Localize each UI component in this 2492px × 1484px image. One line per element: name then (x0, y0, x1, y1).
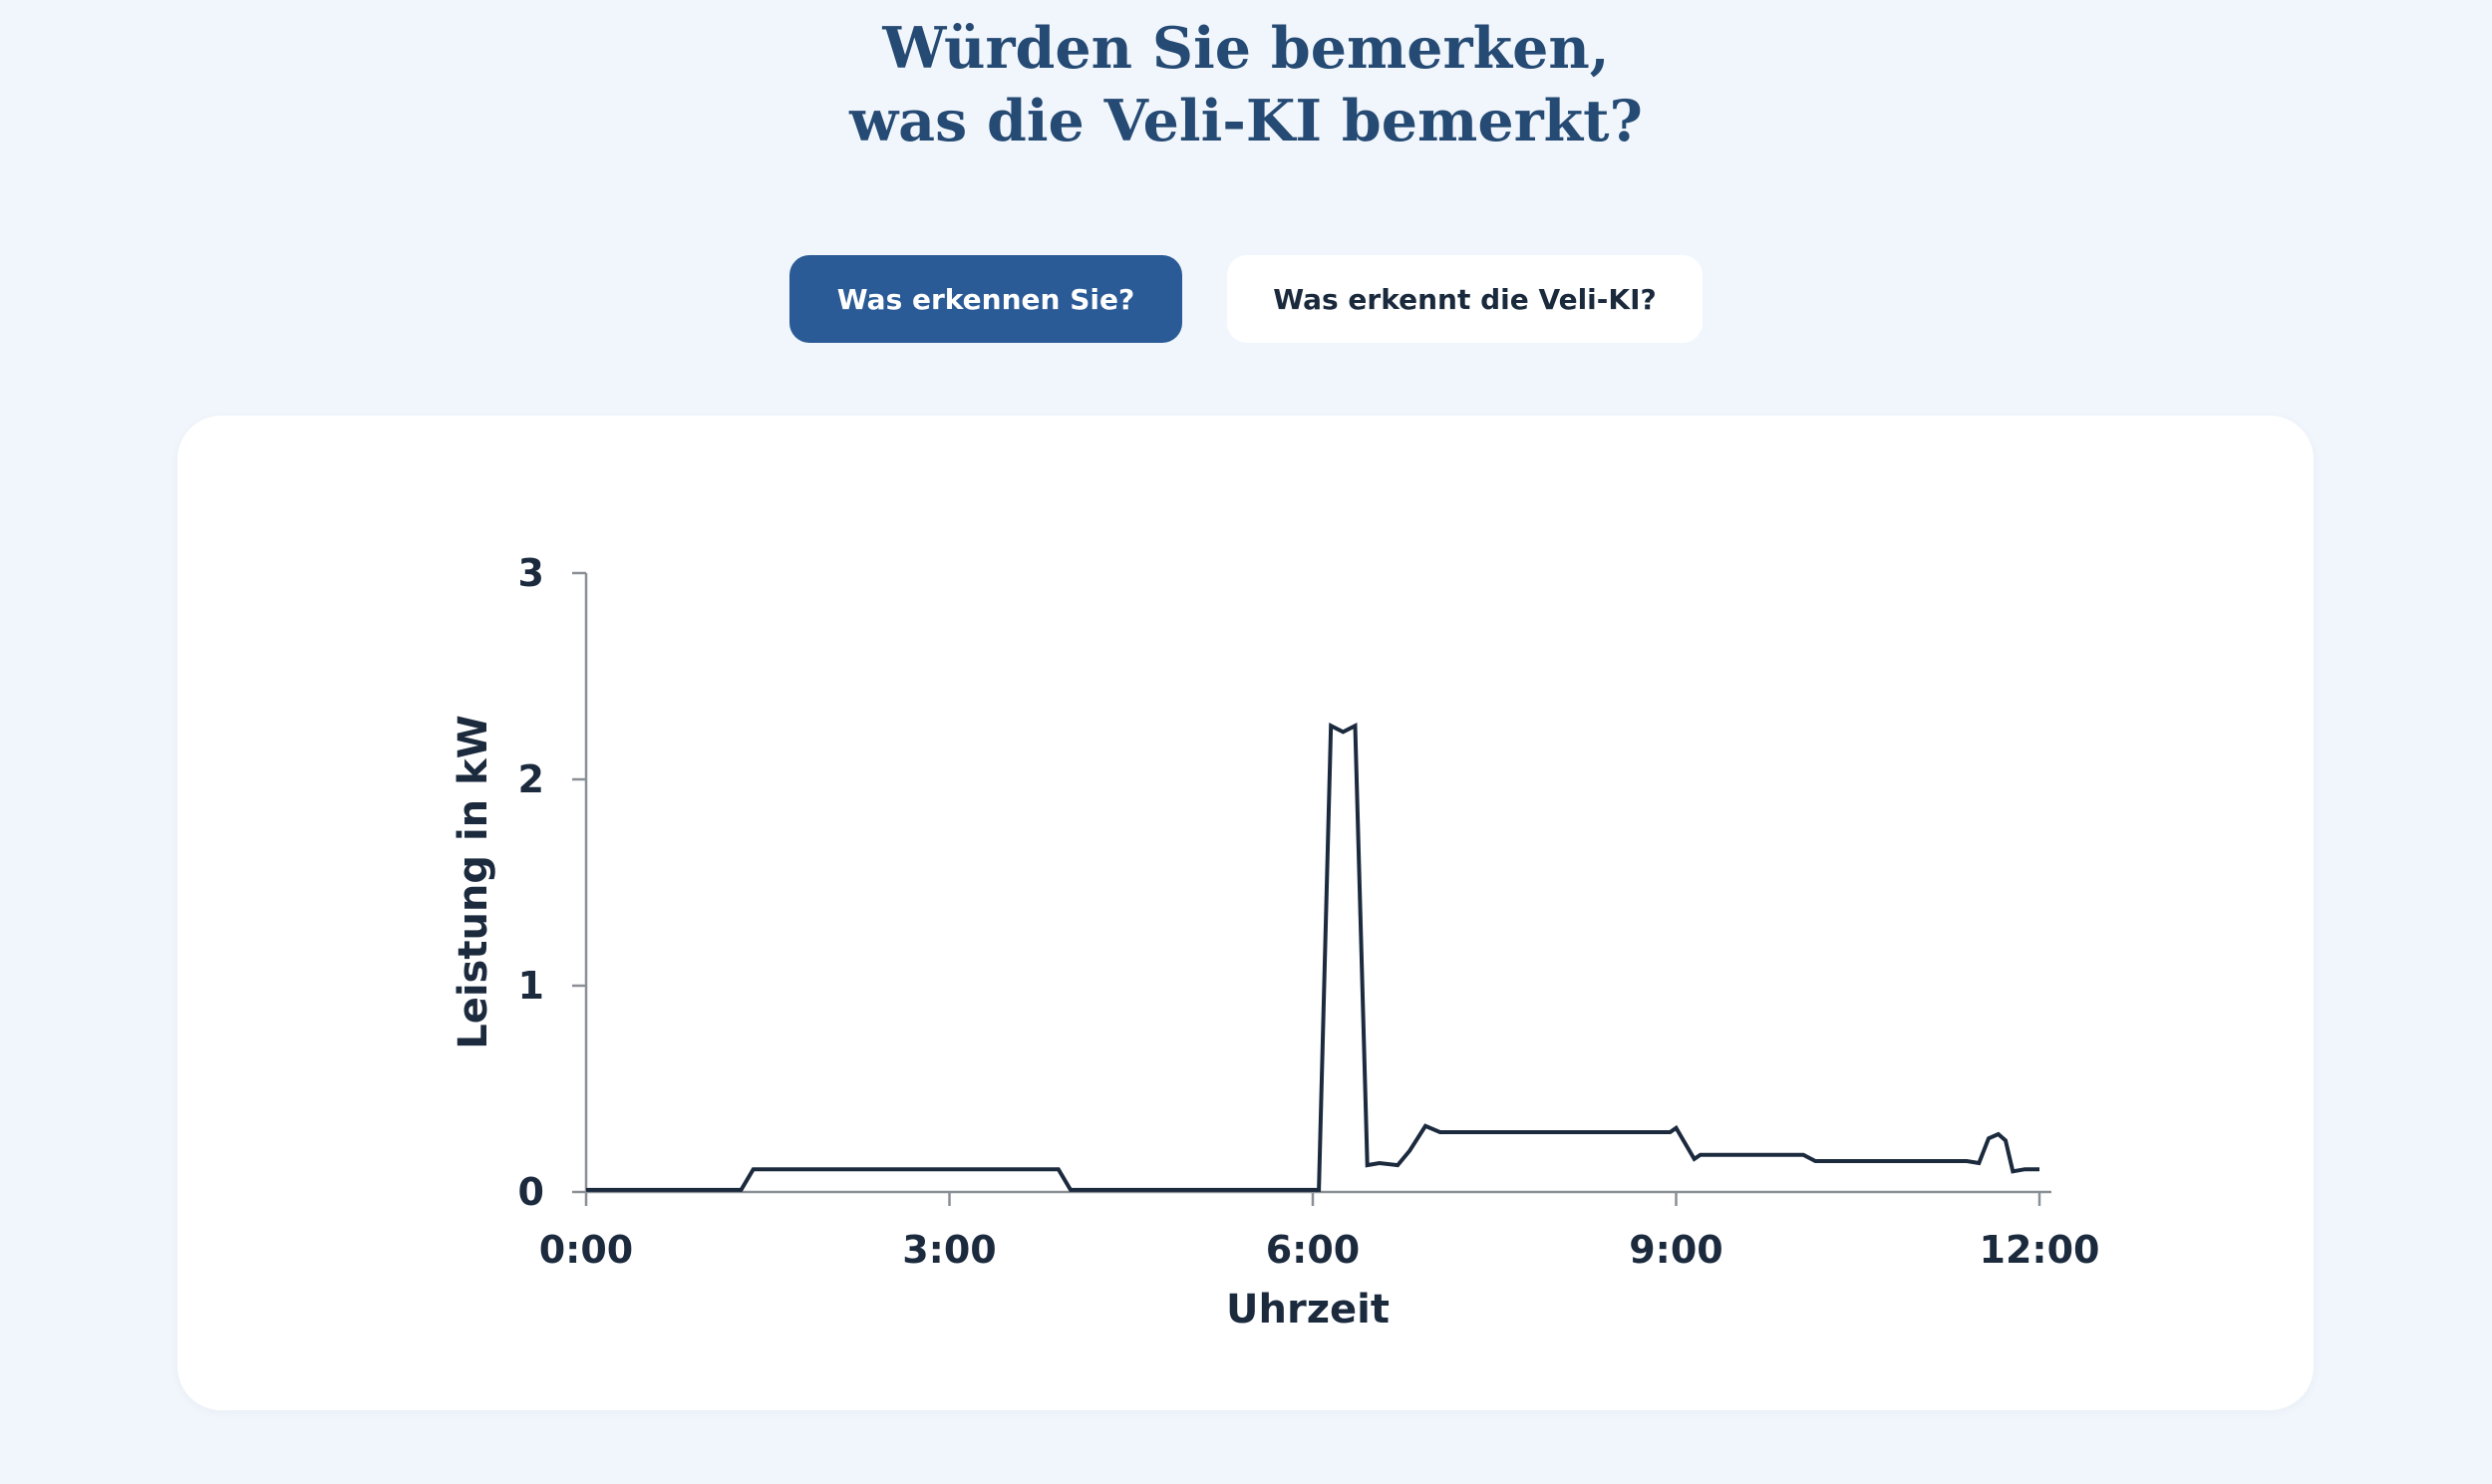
x-tick-label: 6:00 (1266, 1228, 1361, 1272)
what-do-you-see-button[interactable]: Was erkennen Sie? (789, 255, 1182, 343)
x-tick-label: 3:00 (902, 1228, 997, 1272)
y-tick-label: 2 (518, 757, 544, 801)
x-tick-label: 9:00 (1629, 1228, 1723, 1272)
axes (572, 571, 2051, 1206)
y-axis-title: Leistung in kW (451, 715, 496, 1049)
what-does-ai-see-button[interactable]: Was erkennt die Veli-KI? (1227, 255, 1703, 343)
x-axis-title: Uhrzeit (1226, 1287, 1390, 1333)
tick-labels: 0 1 2 3 0:00 3:00 6:00 9:00 12:00 (518, 551, 2100, 1272)
y-tick-label: 0 (518, 1170, 544, 1214)
x-tick-label: 0:00 (539, 1228, 634, 1272)
page-title-line-1: Würden Sie bemerken, (882, 15, 1610, 82)
page-title-line-2: was die Veli-KI bemerkt? (849, 88, 1643, 154)
series-line-power (586, 722, 2039, 1192)
y-tick-label: 1 (518, 964, 544, 1008)
x-tick-label: 12:00 (1980, 1228, 2100, 1272)
chart-card (177, 416, 2314, 1410)
y-tick-label: 3 (518, 551, 544, 595)
page-title: Würden Sie bemerken, was die Veli-KI bem… (0, 12, 2492, 157)
